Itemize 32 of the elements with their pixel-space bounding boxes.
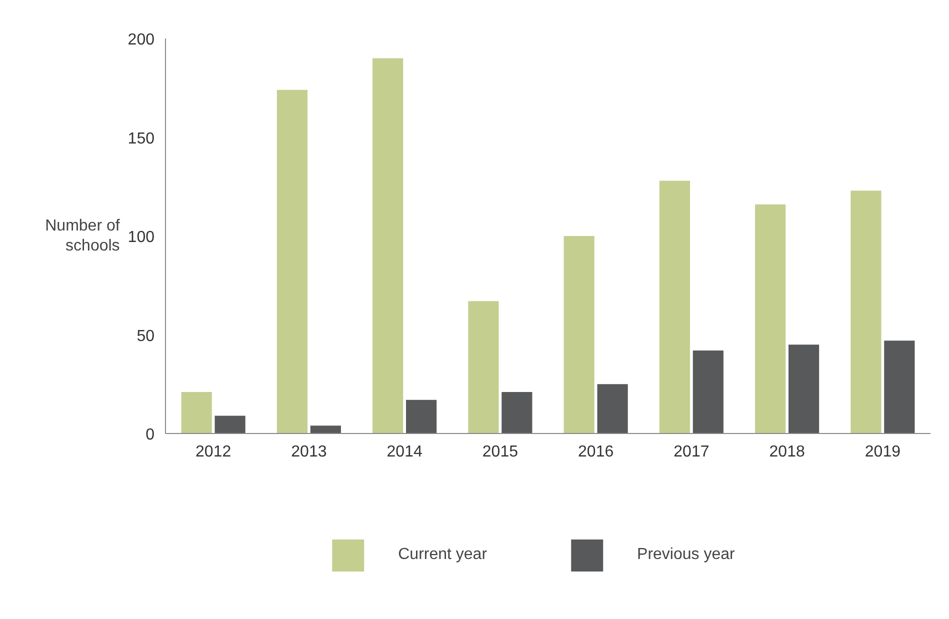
bar: [276, 90, 308, 434]
y-tick-label: 100: [128, 229, 155, 246]
x-tick-label: 2014: [386, 444, 422, 460]
x-tick-label: 2018: [769, 444, 805, 460]
bar: [850, 190, 882, 434]
bar: [181, 392, 212, 434]
bar: [468, 301, 499, 434]
legend-label: Current year: [398, 546, 488, 564]
bar: [564, 236, 594, 434]
bar: [788, 344, 820, 434]
bar: [597, 384, 628, 434]
x-tick-label: 2015: [482, 444, 518, 460]
y-axis-title: Number of schools: [45, 217, 120, 255]
bar: [214, 416, 246, 434]
x-tick-label: 2017: [674, 444, 710, 460]
bar: [502, 392, 532, 434]
y-tick-label: 50: [136, 328, 155, 345]
x-tick-label: 2019: [864, 444, 901, 460]
y-tick-label: 150: [128, 130, 155, 148]
bar: [884, 340, 915, 434]
x-tick-label: 2016: [578, 444, 614, 460]
legend-label: Previous year: [637, 546, 735, 564]
bar: [692, 350, 724, 434]
x-tick-label: 2013: [291, 444, 327, 460]
bar: [755, 204, 786, 434]
bar: [659, 180, 690, 434]
y-tick-label: 200: [128, 32, 155, 48]
bar: [310, 426, 341, 434]
bar: [406, 400, 437, 434]
y-tick-label: 0: [146, 426, 155, 444]
bar: [372, 58, 404, 434]
x-tick-label: 2012: [196, 444, 232, 460]
